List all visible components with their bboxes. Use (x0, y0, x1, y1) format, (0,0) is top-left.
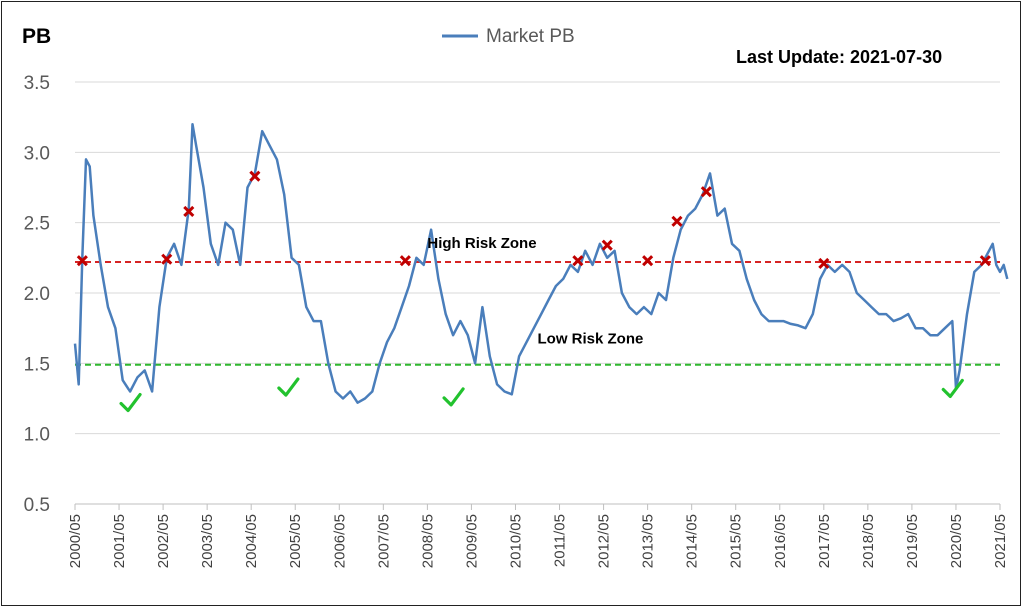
x-tick-label: 2006/05 (331, 514, 348, 568)
x-tick-label: 2009/05 (463, 514, 480, 568)
high-risk-marker (700, 186, 712, 198)
reference-lines (75, 261, 1000, 366)
last-update-label: Last Update: 2021-07-30 (736, 47, 942, 67)
x-tick-label: 2001/05 (111, 514, 128, 568)
high-risk-marker (399, 255, 411, 267)
x-tick-label: 2016/05 (772, 514, 789, 568)
x-tick-label: 2019/05 (904, 514, 921, 568)
series-layer (73, 122, 1009, 404)
y-tick-label: 1.5 (24, 354, 50, 375)
y-tick-label: 3.0 (24, 143, 50, 164)
high-risk-marker (249, 170, 261, 182)
y-tick-label: 2.5 (24, 214, 50, 235)
x-tick-label: 2011/05 (552, 514, 569, 567)
x-tick-label: 2007/05 (375, 514, 392, 568)
low-risk-check-icon (119, 392, 142, 413)
x-tick-label: 2012/05 (596, 514, 613, 568)
x-tick-label: 2005/05 (287, 514, 304, 568)
x-tick-label: 2021/05 (992, 514, 1009, 568)
high-risk-marker (671, 215, 683, 227)
high-risk-marker (183, 205, 195, 217)
high-risk-marker (572, 255, 584, 267)
markers-layer (76, 170, 991, 413)
low-risk-check-icon (941, 378, 964, 399)
low-risk-zone-label: Low Risk Zone (538, 331, 644, 348)
x-tick-label: 2010/05 (507, 514, 524, 568)
x-tick-label: 2013/05 (640, 514, 657, 568)
high-risk-marker (642, 255, 654, 267)
low-risk-check-icon (442, 387, 465, 407)
y-axis-title: PB (22, 25, 51, 48)
y-tick-label: 3.5 (24, 73, 50, 94)
y-tick-label: 2.0 (24, 284, 50, 305)
gridlines (75, 81, 1000, 435)
axes-layer: 0.5 1.0 1.5 2.0 2.5 3.0 3.5 2000/05 2001/05 2002/… (24, 73, 1009, 568)
x-tick-label: 2002/05 (155, 514, 172, 568)
high-risk-marker (818, 257, 830, 270)
high-risk-marker (601, 239, 613, 251)
high-risk-marker (76, 255, 88, 267)
x-tick-label: 2017/05 (816, 514, 833, 568)
x-tick-label: 2000/05 (67, 514, 84, 568)
x-tick-label: 2003/05 (199, 514, 216, 568)
x-tick-label: 2015/05 (728, 514, 745, 568)
x-tick-label: 2014/05 (684, 514, 701, 568)
high-risk-zone-label: High Risk Zone (427, 235, 536, 252)
series-line-market-pb (73, 122, 1009, 404)
x-tick-label: 2008/05 (419, 514, 436, 568)
x-tick-label: 2018/05 (860, 514, 877, 568)
y-tick-label: 0.5 (24, 495, 50, 516)
legend-label: Market PB (486, 26, 575, 47)
legend: Market PB (442, 26, 575, 47)
x-tick-label: 2004/05 (243, 514, 260, 568)
high-risk-marker (979, 255, 991, 267)
low-risk-check-icon (277, 377, 300, 397)
y-tick-label: 1.0 (24, 425, 50, 446)
x-tick-label: 2020/05 (948, 514, 965, 568)
high-risk-marker (161, 253, 173, 265)
